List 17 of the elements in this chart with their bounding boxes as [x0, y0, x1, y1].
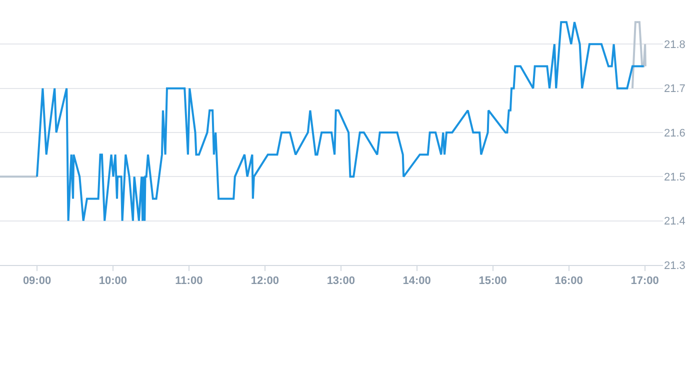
y-tick-label: 21.8	[664, 39, 686, 52]
x-tick-label: 12:00	[250, 275, 279, 288]
x-tick-label: 10:00	[98, 275, 128, 288]
x-tick-label: 17:00	[630, 275, 659, 288]
y-tick-label: 21.6	[664, 127, 686, 140]
x-tick-label: 13:00	[326, 275, 355, 288]
line-series	[36, 21, 645, 222]
y-tick-label: 21.4	[664, 216, 686, 228]
x-tick-label: 15:00	[478, 275, 507, 288]
y-tick-label: 21.5	[664, 172, 686, 184]
line-series	[631, 21, 646, 90]
x-tick-label: 09:00	[22, 275, 52, 288]
y-tick-label: 21.7	[664, 83, 686, 96]
x-tick-label: 16:00	[554, 275, 583, 288]
x-tick-label: 11:00	[175, 275, 203, 288]
x-tick-label: 14:00	[402, 275, 431, 288]
y-tick-label: 21.3	[664, 260, 686, 272]
